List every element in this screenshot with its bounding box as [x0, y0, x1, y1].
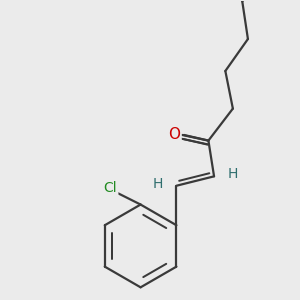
Text: H: H [228, 167, 238, 182]
Text: H: H [152, 177, 163, 191]
Text: O: O [169, 127, 181, 142]
Text: Cl: Cl [104, 181, 117, 195]
